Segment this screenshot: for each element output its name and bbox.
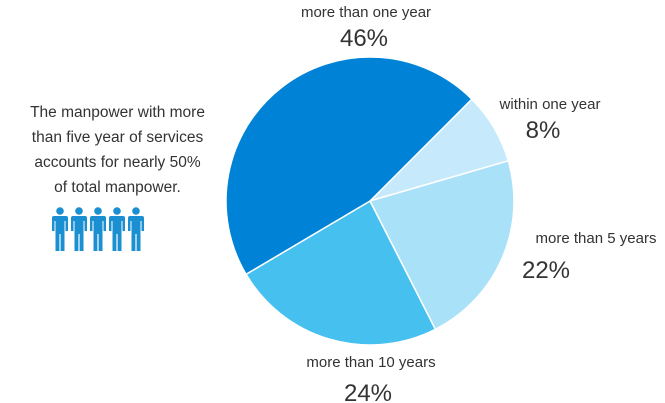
- pie-slice-more-than-5-years: [368, 159, 515, 331]
- slice-label: more than one year: [301, 4, 431, 21]
- side-note-line: The manpower with more: [30, 104, 205, 121]
- slice-value-label: 46%: [340, 25, 388, 52]
- pie-slice-more-than-10-years: [245, 199, 437, 346]
- person-icon: [52, 207, 68, 251]
- pie-labels: within one year 8% more than 5 years 22% mor…: [301, 4, 656, 403]
- pie-slices: [225, 56, 515, 346]
- person-icon: [71, 207, 87, 251]
- pie-slice-more-than-one-year: [225, 56, 473, 276]
- slice-label: more than 10 years: [306, 354, 435, 371]
- slice-label: more than 5 years: [536, 230, 657, 247]
- person-icon: [128, 207, 144, 251]
- side-note-line: accounts for nearly 50%: [34, 154, 201, 171]
- side-note: The manpower with more than five year of…: [10, 100, 225, 200]
- side-note-line: than five year of services: [31, 129, 204, 146]
- slice-value-label: 24%: [344, 380, 392, 403]
- slice-label: within one year: [499, 96, 601, 113]
- side-note-line: of total manpower.: [54, 179, 181, 196]
- person-icon: [90, 207, 106, 251]
- slice-value-label: 8%: [526, 117, 561, 144]
- person-icon: [109, 207, 125, 251]
- people-icon: [52, 207, 144, 251]
- slice-value-label: 22%: [522, 257, 570, 284]
